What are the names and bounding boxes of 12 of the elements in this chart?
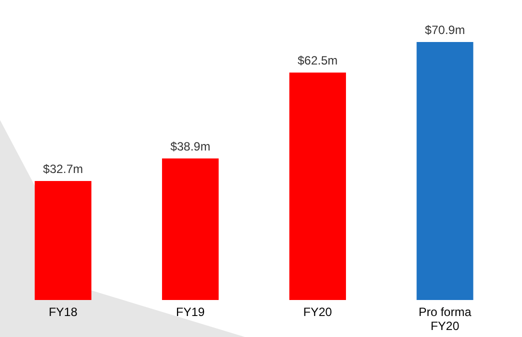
data-label: $38.9m	[170, 139, 210, 154]
x-tick-label: FY19	[176, 305, 206, 319]
x-tick-label: Pro forma FY20	[418, 305, 472, 333]
x-tick-label: FY18	[48, 305, 78, 319]
data-label: $70.9m	[424, 23, 465, 37]
bar	[416, 42, 474, 300]
data-label: $62.5m	[298, 54, 338, 68]
x-tick-label: FY20	[303, 305, 332, 319]
data-label: $32.7m	[43, 162, 84, 176]
bar	[34, 181, 92, 300]
bar	[289, 72, 346, 300]
bar	[162, 158, 219, 300]
